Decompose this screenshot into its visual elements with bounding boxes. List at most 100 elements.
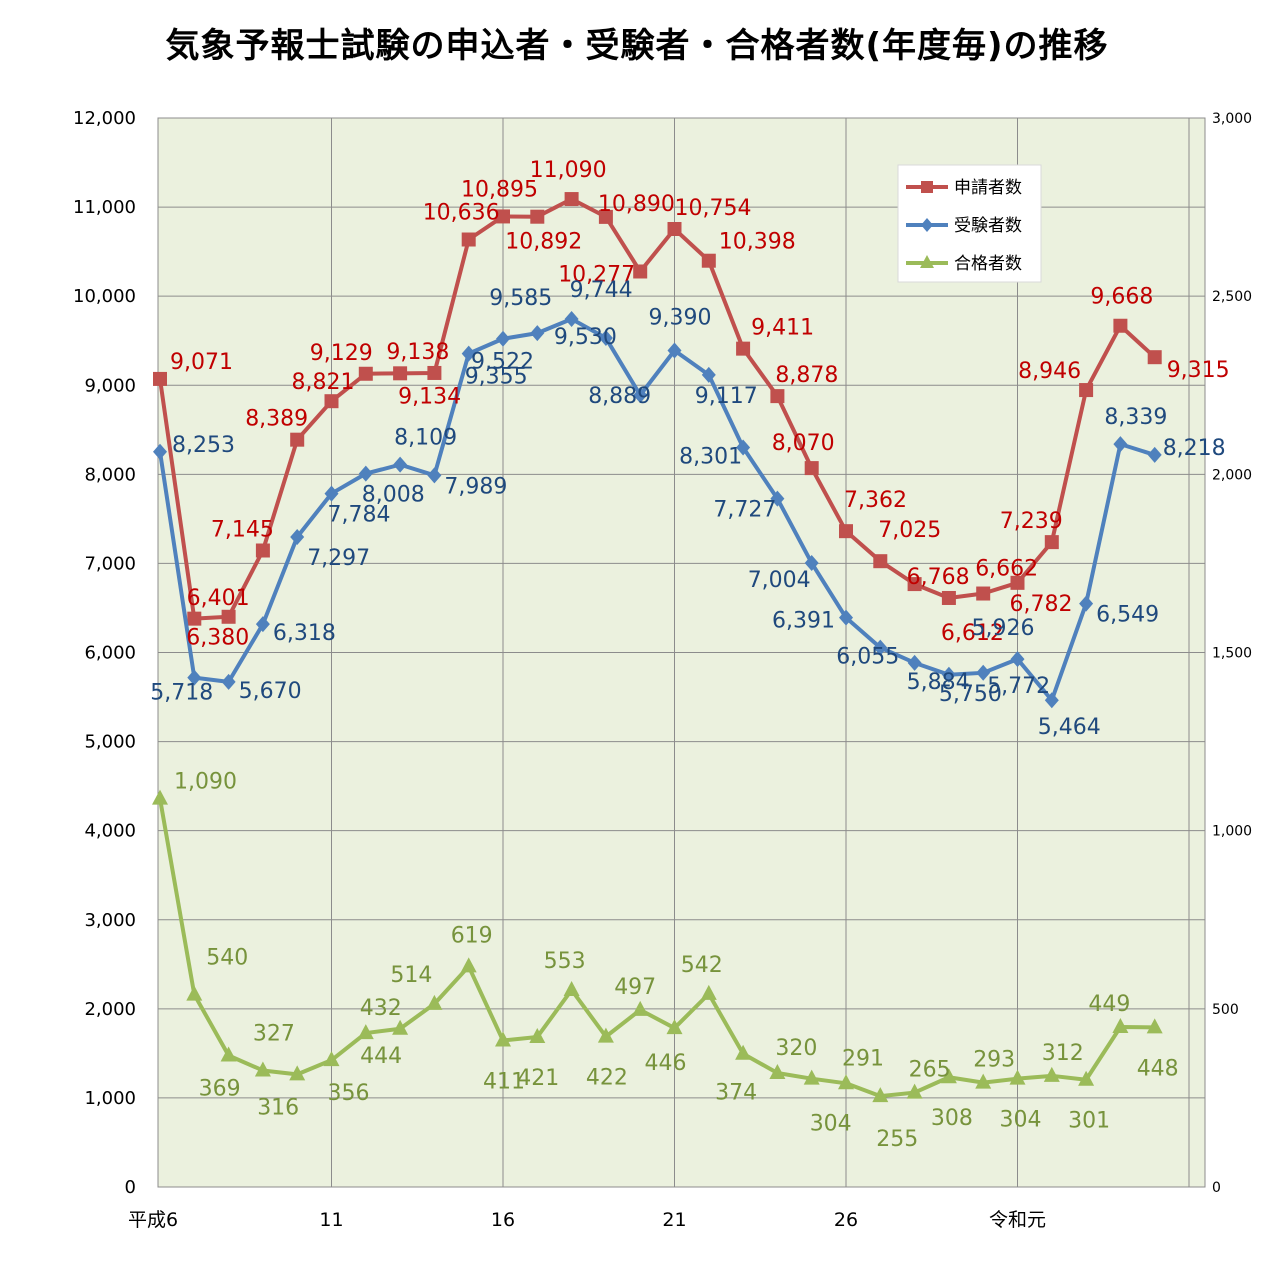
data-label: 327	[253, 1021, 295, 1046]
data-label: 316	[257, 1095, 299, 1120]
data-label: 7,727	[713, 498, 776, 523]
data-point-diamond	[633, 387, 648, 404]
data-label: 10,895	[461, 177, 538, 202]
x-tick-label: 26	[834, 1209, 858, 1231]
data-label: 10,398	[719, 230, 796, 255]
data-point-triangle	[323, 1051, 340, 1067]
y-tick-label-left: 8,000	[84, 464, 136, 485]
data-label: 6,391	[772, 609, 835, 634]
data-label: 5,750	[939, 682, 1002, 707]
data-point-diamond	[873, 639, 888, 656]
data-label: 291	[842, 1046, 884, 1071]
data-point-diamond	[393, 456, 408, 473]
legend-label: 合格者数	[954, 254, 1022, 274]
data-label: 422	[586, 1066, 628, 1091]
data-label: 9,411	[751, 316, 814, 341]
data-point-triangle	[529, 1027, 546, 1043]
data-label: 6,549	[1096, 603, 1159, 628]
data-label: 9,585	[489, 286, 552, 311]
data-label: 540	[206, 946, 248, 971]
data-point-triangle	[872, 1087, 889, 1103]
legend-label: 受験者数	[954, 216, 1022, 236]
data-label: 9,071	[170, 350, 233, 375]
y-tick-label-left: 0	[125, 1177, 136, 1198]
data-label: 9,522	[471, 350, 534, 375]
data-label: 5,926	[972, 616, 1035, 641]
data-label: 8,878	[775, 363, 838, 388]
data-label: 304	[1000, 1108, 1042, 1133]
data-label: 8,889	[588, 384, 651, 409]
y-tick-label-right: 2,000	[1212, 467, 1252, 483]
data-label: 619	[451, 923, 493, 948]
y-tick-label-left: 6,000	[84, 643, 136, 664]
data-label: 8,008	[362, 483, 425, 508]
data-label: 514	[390, 963, 432, 988]
data-label: 10,890	[598, 192, 675, 217]
data-point-diamond	[564, 310, 579, 327]
data-label: 7,239	[1000, 509, 1063, 534]
data-label: 8,109	[394, 426, 457, 451]
data-point-square	[598, 209, 613, 224]
data-point-diamond	[187, 669, 202, 686]
y-tick-label-left: 3,000	[84, 910, 136, 931]
x-tick-label: 11	[319, 1209, 343, 1231]
data-label: 9,390	[649, 306, 712, 331]
data-label: 265	[909, 1058, 951, 1083]
data-label: 8,389	[245, 407, 308, 432]
y-tick-label-left: 10,000	[73, 286, 136, 307]
data-label: 320	[775, 1036, 817, 1061]
y-tick-label-right: 500	[1212, 1002, 1239, 1018]
data-point-diamond	[290, 528, 305, 545]
data-label: 449	[1088, 992, 1130, 1017]
data-point-square	[1147, 350, 1162, 365]
data-label: 6,318	[273, 621, 336, 646]
y-tick-label-right: 1,500	[1212, 646, 1252, 662]
data-label: 5,464	[1038, 715, 1101, 740]
data-point-square	[667, 221, 682, 236]
data-label: 6,401	[187, 586, 250, 611]
data-point-square	[804, 461, 819, 476]
data-label: 553	[544, 949, 586, 974]
data-point-square	[839, 524, 853, 539]
chart-title: 気象予報士試験の申込者・受験者・合格者数(年度毎)の推移	[165, 26, 1109, 66]
data-point-square	[153, 371, 167, 386]
y-tick-label-right: 2,500	[1212, 289, 1252, 305]
data-label: 411	[483, 1070, 525, 1095]
data-point-square	[1079, 383, 1094, 398]
data-label: 8,946	[1018, 359, 1081, 384]
legend-label: 申請者数	[954, 178, 1022, 198]
data-point-square	[427, 365, 442, 380]
data-label: 8,253	[172, 433, 235, 458]
data-point-diamond	[221, 673, 236, 690]
data-label: 9,134	[398, 384, 461, 409]
data-label: 8,218	[1163, 436, 1226, 461]
data-point-square	[1010, 575, 1025, 590]
data-label: 10,892	[505, 230, 582, 255]
data-label: 8,339	[1104, 405, 1167, 430]
data-label: 421	[517, 1066, 559, 1091]
data-point-triangle	[1112, 1018, 1129, 1034]
data-point-diamond	[461, 345, 476, 362]
data-point-square	[221, 609, 236, 624]
series	[152, 192, 1163, 1103]
y-tick-label-left: 12,000	[73, 108, 136, 129]
data-point-diamond	[1010, 651, 1025, 668]
data-point-diamond	[736, 439, 751, 456]
data-point-diamond	[976, 664, 991, 681]
data-point-square	[770, 389, 785, 404]
data-label: 6,380	[186, 626, 249, 651]
data-point-triangle	[632, 1000, 649, 1016]
data-label: 448	[1137, 1056, 1179, 1081]
data-point-diamond	[496, 330, 510, 347]
legend-marker-square	[921, 181, 933, 193]
data-label: 304	[810, 1112, 852, 1137]
x-tick-label: 令和元	[989, 1209, 1046, 1231]
data-point-diamond	[804, 555, 819, 572]
data-point-triangle	[357, 1024, 374, 1040]
data-point-triangle	[495, 1031, 511, 1047]
y-tick-label-left: 4,000	[84, 821, 136, 842]
x-tick-label: 16	[491, 1209, 515, 1231]
data-point-diamond	[839, 609, 853, 626]
data-point-triangle	[906, 1083, 923, 1099]
y-tick-label-left: 2,000	[84, 999, 136, 1020]
